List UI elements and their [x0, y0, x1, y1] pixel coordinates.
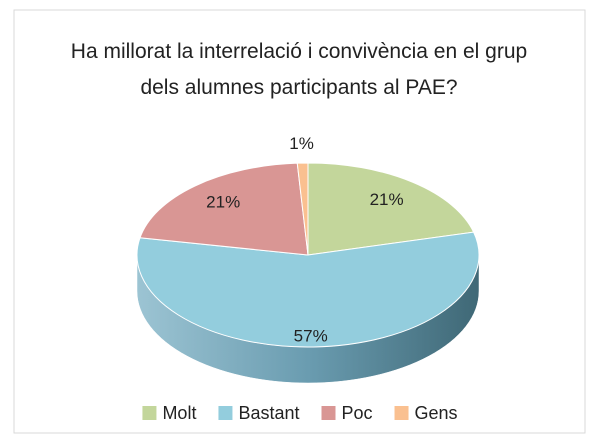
legend-item: Poc	[321, 403, 373, 423]
legend-label: Bastant	[238, 403, 299, 423]
legend-swatch	[394, 406, 409, 420]
legend-item: Bastant	[218, 403, 300, 423]
legend-label: Gens	[415, 403, 458, 423]
slice	[307, 162, 475, 256]
legend-label: Poc	[342, 403, 373, 423]
legend: Molt Bastant Poc Gens	[142, 403, 458, 423]
legend-item: Gens	[394, 403, 458, 423]
data-label: 21%	[206, 193, 240, 212]
slice	[139, 162, 309, 256]
legend-swatch	[218, 406, 233, 420]
slice	[296, 162, 309, 256]
pie: 21% 57% 21% 1%	[136, 134, 480, 384]
legend-label: Molt	[162, 403, 196, 423]
chart-title: Ha millorat la interrelació i convivènci…	[70, 40, 528, 99]
legend-item: Molt	[142, 403, 196, 423]
data-label: 21%	[370, 190, 404, 209]
legend-swatch	[321, 406, 336, 420]
data-label: 57%	[294, 326, 328, 345]
slice	[136, 231, 480, 348]
data-label: 1%	[289, 134, 314, 153]
legend-swatch	[142, 406, 157, 420]
